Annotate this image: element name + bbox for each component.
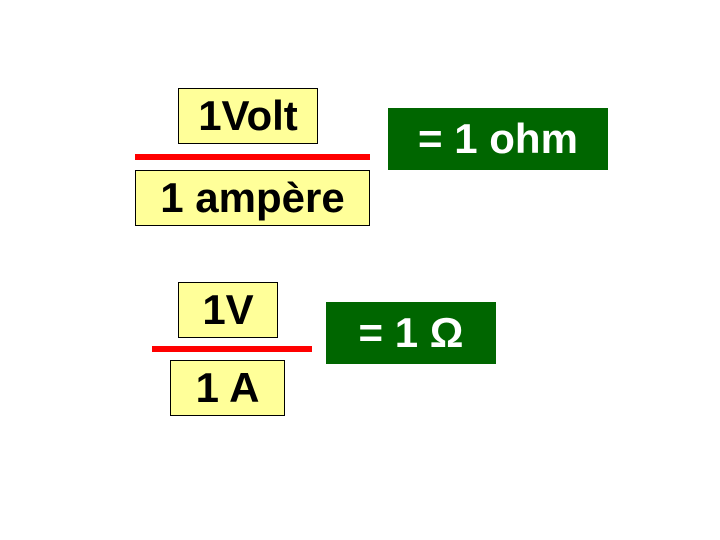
eq1-denominator: 1 ampère [135,170,370,226]
eq2-fraction-line [152,346,312,352]
eq1-fraction-line [135,154,370,160]
eq2-result: = 1 Ω [326,302,496,364]
eq2-numerator: 1V [178,282,278,338]
eq1-numerator: 1Volt [178,88,318,144]
slide-stage: 1Volt 1 ampère = 1 ohm 1V 1 A = 1 Ω [0,0,720,540]
eq1-result: = 1 ohm [388,108,608,170]
eq2-denominator: 1 A [170,360,285,416]
